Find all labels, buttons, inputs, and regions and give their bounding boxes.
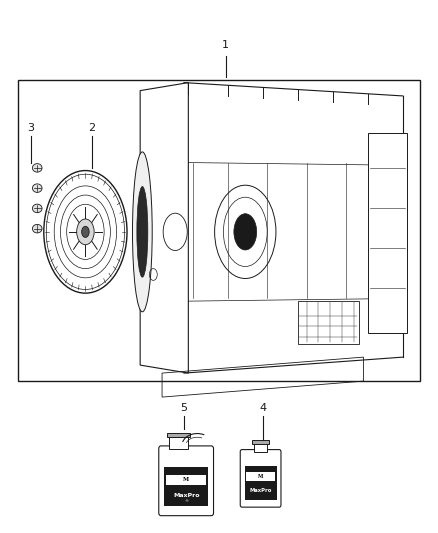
Text: M: M (258, 474, 263, 479)
Bar (166, 475, 206, 484)
Bar (298, 301, 359, 344)
Text: 3: 3 (27, 123, 34, 133)
Ellipse shape (234, 214, 257, 250)
Text: 1: 1 (222, 41, 229, 50)
Bar (246, 472, 275, 481)
Ellipse shape (32, 224, 42, 233)
Ellipse shape (81, 227, 89, 237)
Ellipse shape (32, 184, 42, 192)
Text: M: M (183, 477, 189, 482)
Ellipse shape (32, 164, 42, 172)
Bar (164, 467, 208, 506)
FancyBboxPatch shape (240, 449, 281, 507)
Bar (254, 443, 267, 451)
Text: MaxPro: MaxPro (249, 488, 272, 493)
Ellipse shape (32, 204, 42, 213)
Ellipse shape (132, 152, 152, 312)
Bar (368, 133, 407, 333)
Ellipse shape (77, 219, 94, 245)
Bar (244, 466, 277, 500)
Text: ®: ® (184, 499, 188, 504)
Bar (18, 80, 420, 381)
FancyBboxPatch shape (159, 446, 214, 516)
Text: 5: 5 (180, 403, 187, 413)
Text: 2: 2 (88, 123, 95, 133)
Bar (169, 437, 187, 449)
Bar (252, 440, 269, 443)
Text: 4: 4 (259, 403, 266, 413)
Text: MaxPro: MaxPro (173, 493, 199, 498)
Bar (166, 433, 190, 437)
Ellipse shape (137, 187, 148, 277)
